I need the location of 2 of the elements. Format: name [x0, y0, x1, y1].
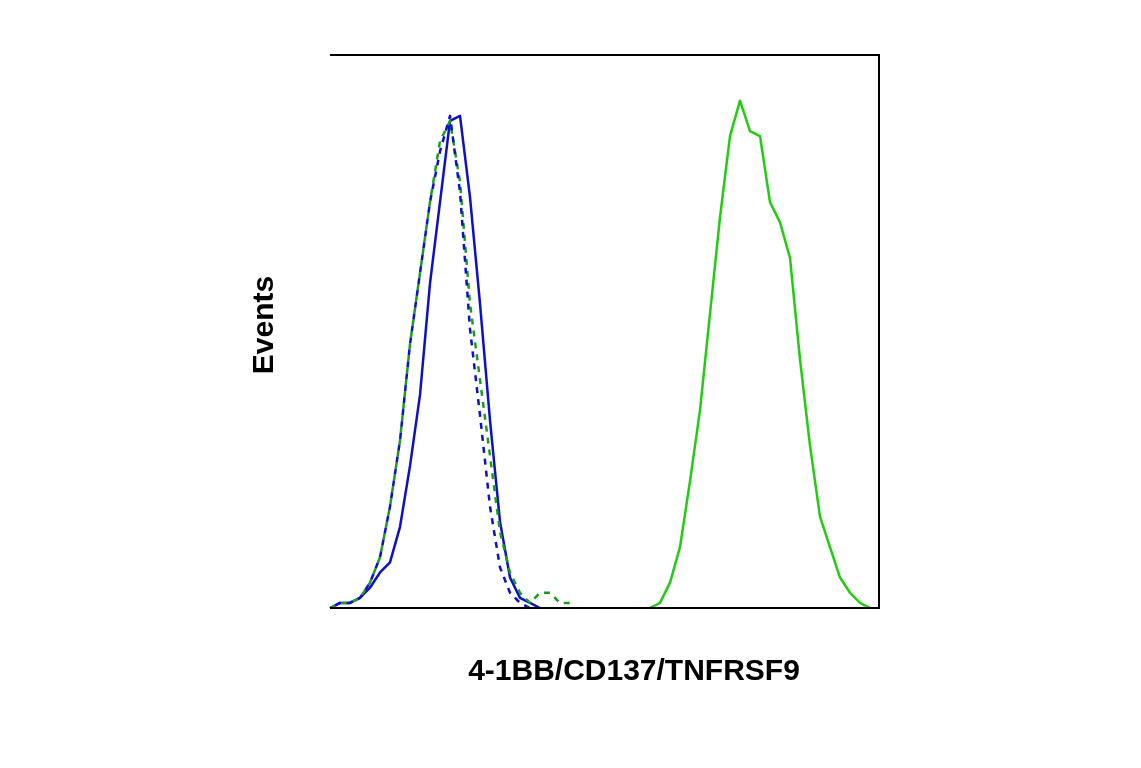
x-axis-title: 4-1BB/CD137/TNFRSF9 [467, 653, 801, 687]
y-axis-title: Events [246, 274, 280, 377]
